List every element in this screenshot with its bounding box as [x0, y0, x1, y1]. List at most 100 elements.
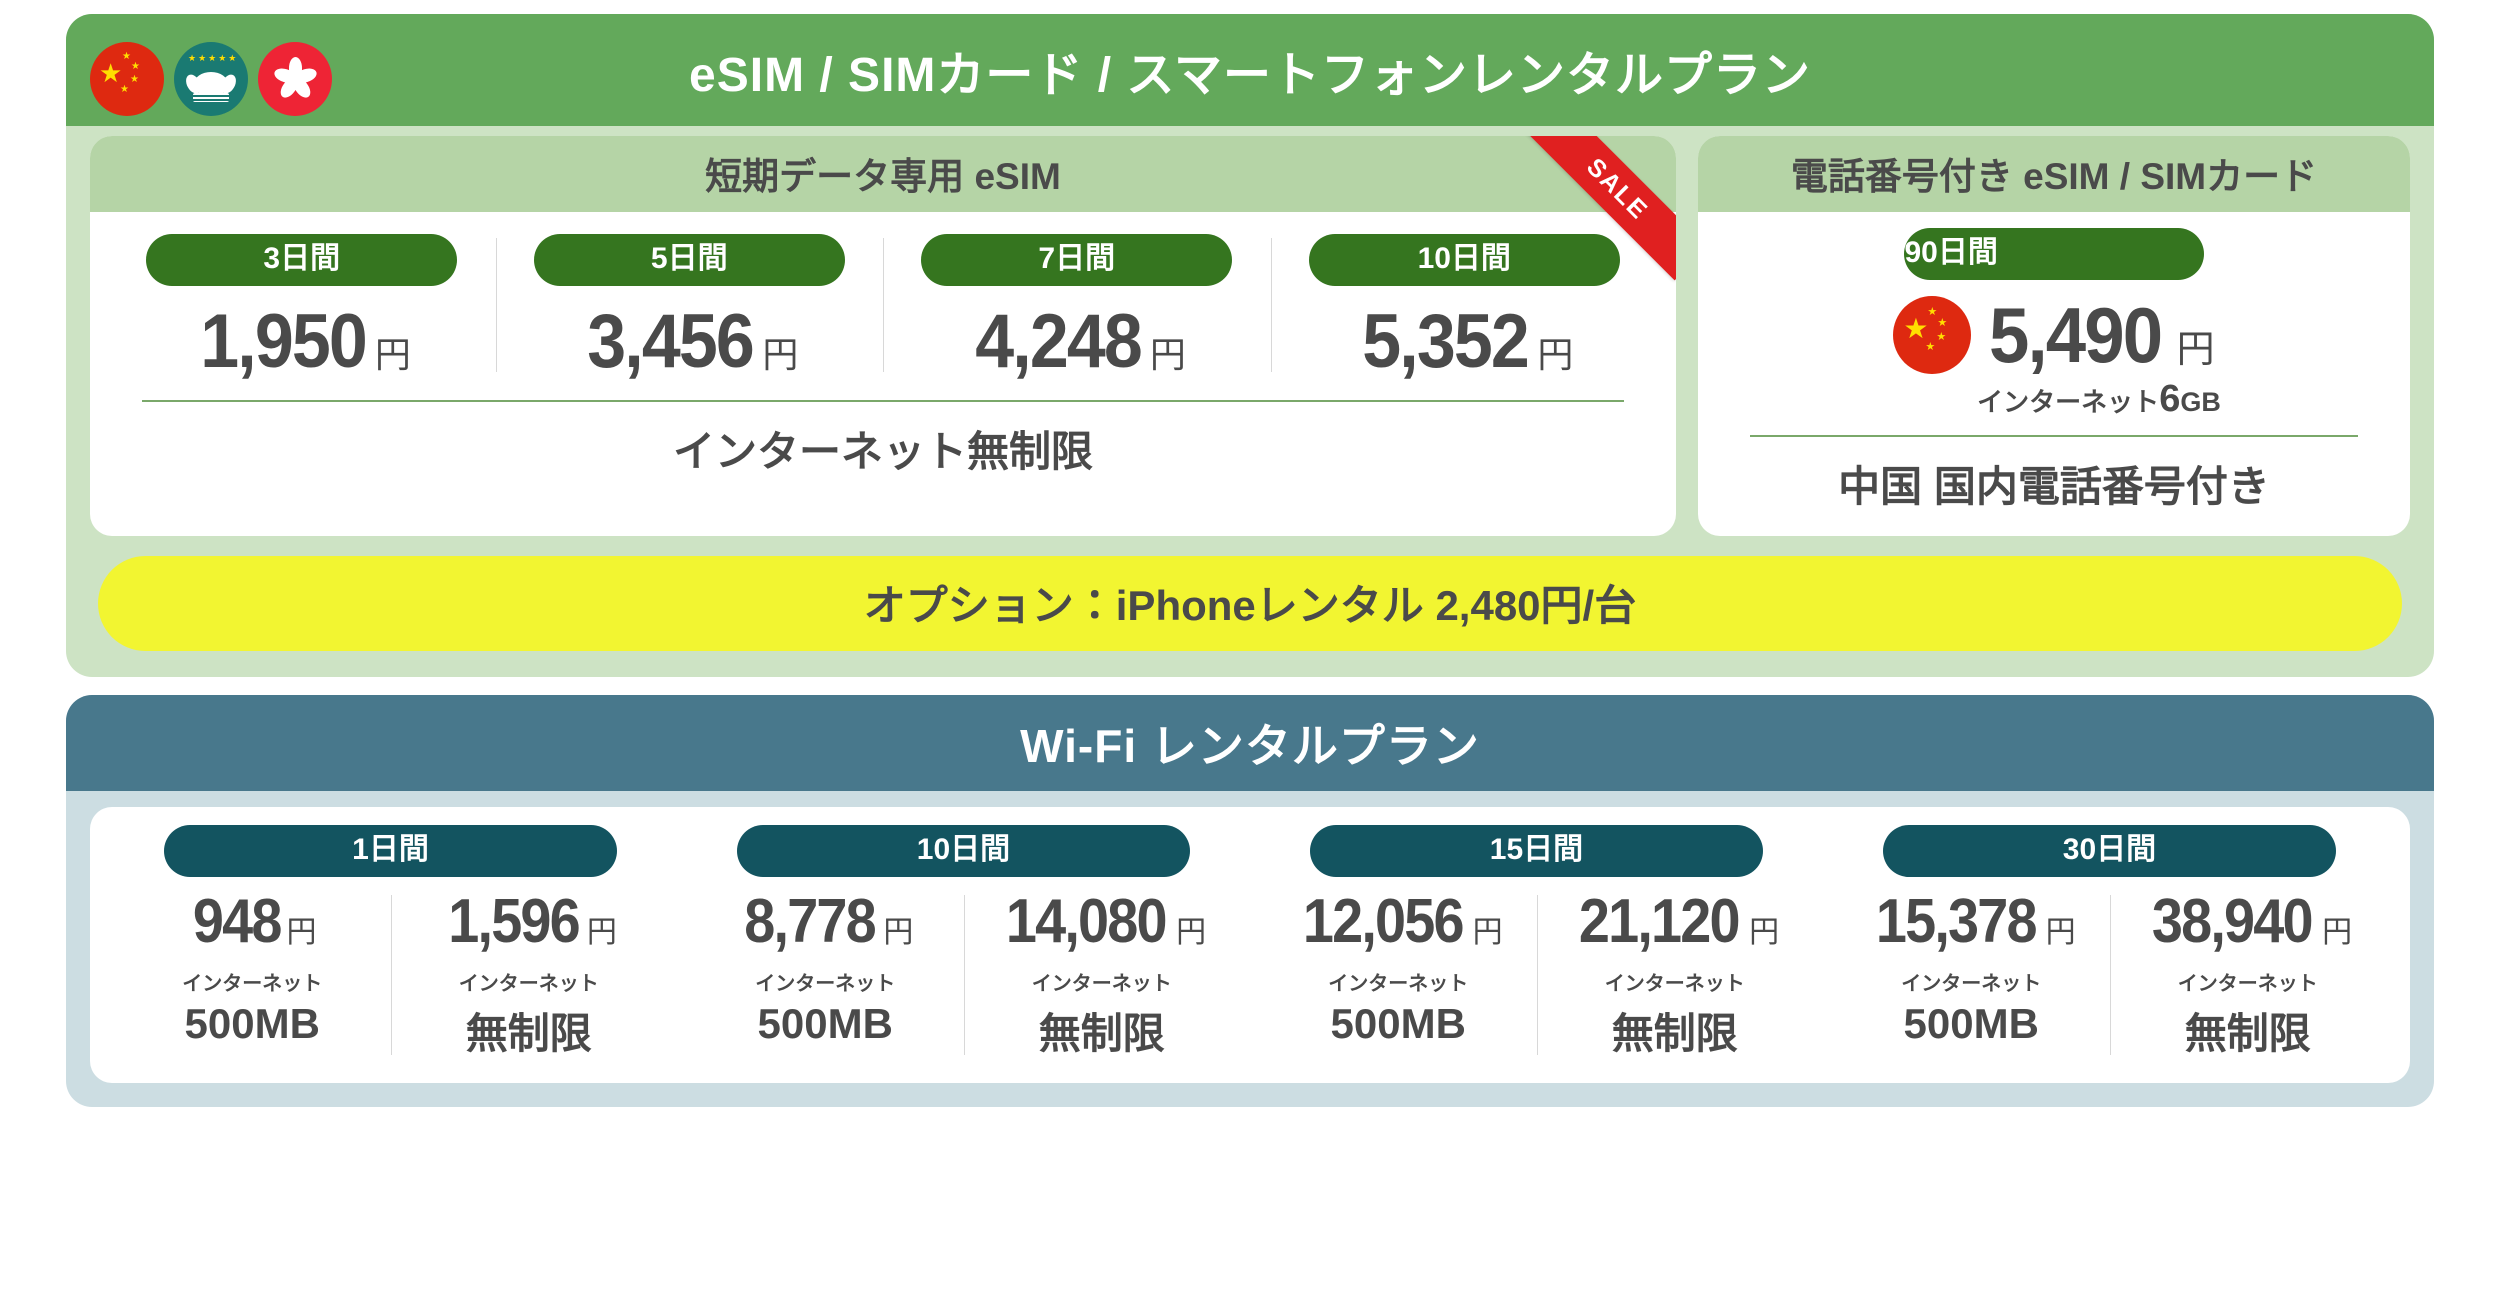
price-value: 1,596 — [447, 887, 580, 956]
wifi-plan-option[interactable]: 8,778 円 インターネット 500MB — [687, 891, 964, 1061]
internet-label: インターネット — [458, 973, 599, 995]
duration-pill: 15日間 — [1309, 825, 1764, 877]
currency-unit: 円 — [1176, 916, 1207, 949]
plan-column[interactable]: 5日間 3,456 円 — [495, 234, 884, 380]
short-term-esim-header: 短期データ専用 eSIM — [90, 136, 1676, 212]
currency-unit: 円 — [1537, 334, 1574, 375]
price-value: 12,056 — [1302, 887, 1465, 956]
wifi-plan-option[interactable]: 12,056 円 インターネット 500MB — [1260, 891, 1537, 1061]
price-value: 21,120 — [1579, 887, 1741, 956]
currency-unit: 円 — [1749, 916, 1780, 949]
esim-header: eSIM / SIMカード / スマートフォンレンタルプラン — [66, 14, 2434, 126]
phone-number-esim-card: 電話番号付き eSIM / SIMカード 90日間 ★ ★ ★ ★ ★ — [1698, 136, 2410, 536]
phone-plan-data-allowance: インターネット 6 GB — [1977, 378, 2221, 421]
currency-unit: 円 — [1472, 916, 1503, 949]
internet-label: インターネット — [1977, 387, 2160, 417]
currency-unit: 円 — [2322, 916, 2353, 949]
short-term-esim-title: 短期データ専用 eSIM — [705, 156, 1061, 197]
data-allowance: 無制限 — [2184, 1010, 2311, 1057]
plan-price: 5,352 円 — [1275, 304, 1655, 380]
iphone-rental-option-text: オプション：iPhoneレンタル 2,480円/台 — [863, 582, 1637, 629]
phone-number-esim-title: 電話番号付き eSIM / SIMカード — [1790, 156, 2318, 197]
esim-cards: SALE 短期データ専用 eSIM 3日間 1,950 円 5日間 — [66, 126, 2434, 536]
internet-label: インターネット — [1031, 973, 1172, 995]
wifi-plan-option[interactable]: 1,596 円 インターネット 無制限 — [390, 891, 668, 1061]
price-value: 5,352 — [1362, 299, 1530, 384]
wifi-price-card: 1日間 948 円 インターネット 500MB 1,596 — [90, 807, 2410, 1083]
wifi-plan-option[interactable]: 38,940 円 インターネット 無制限 — [2109, 891, 2387, 1061]
esim-header-title: eSIM / SIMカード / スマートフォンレンタルプラン — [689, 49, 1811, 102]
duration-pill: 10日間 — [1308, 234, 1620, 286]
plan-column[interactable]: 3日間 1,950 円 — [108, 234, 496, 380]
wifi-plan-group[interactable]: 30日間 15,378 円 インターネット 500MB 38,940 — [1823, 825, 2396, 1061]
internet-label: インターネット — [1328, 973, 1469, 995]
wifi-section: Wi-Fi レンタルプラン 1日間 948 円 インターネット 500MB — [66, 695, 2434, 1107]
china-flag-icon: ★ ★ ★ ★ ★ — [90, 42, 164, 116]
wifi-price: 38,940 円 — [2112, 891, 2385, 953]
wifi-price: 14,080 円 — [966, 891, 1239, 953]
internet-label: インターネット — [1604, 973, 1745, 995]
internet-label: インターネット — [755, 973, 896, 995]
phone-plan-price-line: ★ ★ ★ ★ ★ 5,490 円 — [1893, 296, 2215, 374]
price-value: 3,456 — [587, 299, 755, 384]
duration-pill: 30日間 — [1882, 825, 2337, 877]
internet-label: インターネット — [2177, 973, 2318, 995]
currency-unit: 円 — [1149, 334, 1186, 375]
esim-section: ★ ★ ★ ★ ★ ★★★★★ e — [66, 14, 2434, 677]
wifi-plan-group[interactable]: 15日間 12,056 円 インターネット 500MB 21,120 — [1250, 825, 1823, 1061]
currency-unit: 円 — [762, 334, 799, 375]
wifi-plan-option[interactable]: 21,120 円 インターネット 無制限 — [1536, 891, 1814, 1061]
phone-number-esim-footnote: 中国 国内電話番号付き — [1838, 463, 2270, 510]
duration-pill: 10日間 — [736, 825, 1191, 877]
price-value: 15,378 — [1875, 887, 2038, 956]
short-term-price-row: 3日間 1,950 円 5日間 3,456 円 — [90, 212, 1676, 386]
wifi-plan-option[interactable]: 948 円 インターネット 500MB — [114, 891, 391, 1061]
wifi-plan-option[interactable]: 15,378 円 インターネット 500MB — [1833, 891, 2110, 1061]
price-value: 14,080 — [1006, 887, 1168, 956]
plan-price: 3,456 円 — [500, 304, 880, 380]
data-allowance: 無制限 — [465, 1010, 592, 1057]
currency-unit: 円 — [2176, 329, 2215, 371]
wifi-price: 948 円 — [116, 891, 389, 953]
wifi-plan-group[interactable]: 10日間 8,778 円 インターネット 500MB 14,080 — [677, 825, 1250, 1061]
wifi-price: 21,120 円 — [1539, 891, 1812, 953]
phone-plan-price: 5,490 円 — [1989, 296, 2214, 374]
data-allowance: 500MB — [1903, 1000, 2039, 1047]
currency-unit: 円 — [883, 916, 914, 949]
currency-unit: 円 — [374, 334, 411, 375]
data-allowance: 500MB — [1330, 1000, 1466, 1047]
iphone-rental-option-banner[interactable]: オプション：iPhoneレンタル 2,480円/台 — [98, 556, 2402, 651]
price-value: 1,950 — [199, 299, 368, 384]
data-allowance: 500MB — [757, 1000, 893, 1047]
plan-column[interactable]: 7日間 4,248 円 — [883, 234, 1271, 380]
price-value: 4,248 — [974, 299, 1143, 384]
data-unit: GB — [2180, 387, 2221, 417]
wifi-price: 8,778 円 — [689, 891, 962, 953]
data-allowance: 500MB — [184, 1000, 320, 1047]
duration-pill: 1日間 — [163, 825, 618, 877]
wifi-header-title: Wi-Fi レンタルプラン — [1020, 720, 1480, 772]
wifi-price: 12,056 円 — [1262, 891, 1535, 953]
wifi-plan-group[interactable]: 1日間 948 円 インターネット 500MB 1,596 — [104, 825, 677, 1061]
hongkong-flag-icon — [258, 42, 332, 116]
wifi-price: 1,596 円 — [393, 891, 666, 953]
duration-pill: 90日間 — [1904, 228, 2204, 280]
internet-label: インターネット — [182, 973, 323, 995]
data-allowance: 無制限 — [1038, 1010, 1165, 1057]
duration-pill: 7日間 — [921, 234, 1233, 286]
short-term-esim-card: SALE 短期データ専用 eSIM 3日間 1,950 円 5日間 — [90, 136, 1676, 536]
plan-price: 1,950 円 — [112, 304, 492, 380]
duration-pill: 3日間 — [146, 234, 458, 286]
data-allowance: 無制限 — [1611, 1010, 1738, 1057]
data-amount: 6 — [2159, 378, 2181, 420]
short-term-esim-footnote: インターネット無制限 — [672, 428, 1093, 475]
duration-pill: 5日間 — [533, 234, 845, 286]
currency-unit: 円 — [586, 916, 617, 949]
macau-flag-icon: ★★★★★ — [174, 42, 248, 116]
price-value: 5,490 — [1989, 291, 2163, 379]
wifi-plan-option[interactable]: 14,080 円 インターネット 無制限 — [963, 891, 1241, 1061]
currency-unit: 円 — [286, 916, 317, 949]
china-flag-icon: ★ ★ ★ ★ ★ — [1893, 296, 1972, 374]
plan-column[interactable]: 10日間 5,352 円 — [1270, 234, 1659, 380]
